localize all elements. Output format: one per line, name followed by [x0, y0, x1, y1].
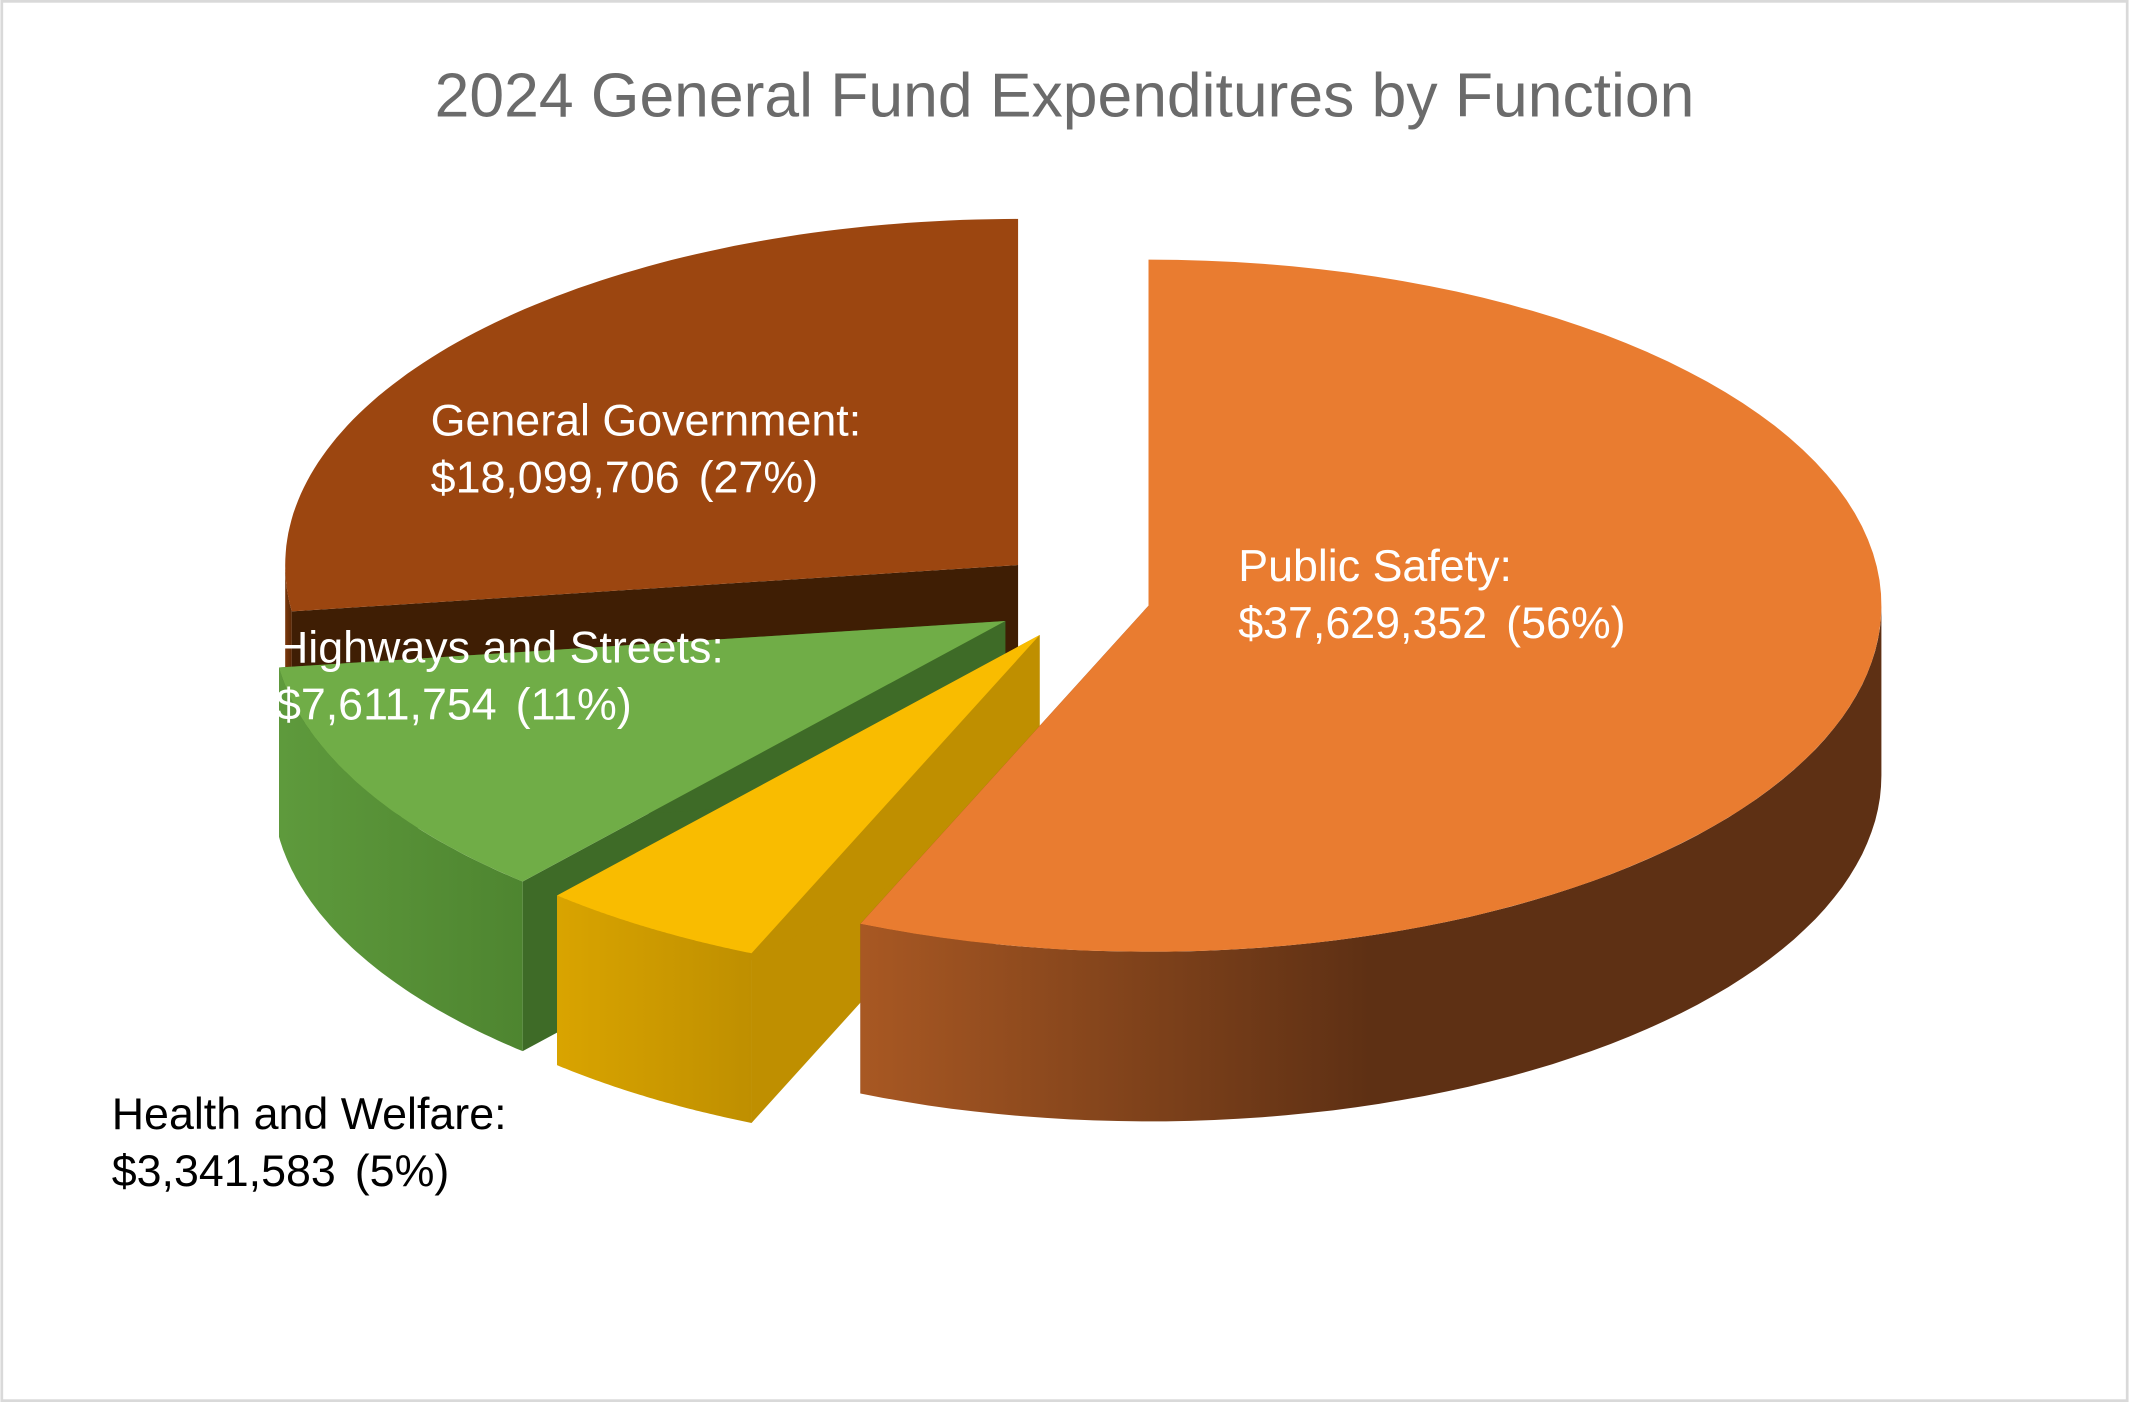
- chart-title: 2024 General Fund Expenditures by Functi…: [435, 61, 1695, 131]
- data-label-health-welfare: Health and Welfare: $3,341,583 (5%): [112, 1089, 507, 1196]
- label-general-government-value: $18,099,706 (27%): [431, 453, 818, 503]
- label-highways-streets-value: $7,611,754 (11%): [276, 679, 632, 729]
- data-label-general-government: General Government: $18,099,706 (27%): [431, 396, 861, 503]
- slice-health-and-welfare: [557, 635, 1040, 1123]
- slice-top-health-and-welfare: [557, 635, 1040, 954]
- slice-top-highways-and-streets: [279, 621, 1006, 882]
- slice-top-general-government: [285, 218, 1019, 612]
- data-label-public-safety: Public Safety: $37,629,352 (56%): [1238, 541, 1625, 648]
- slice-top-public-safety: [860, 259, 1882, 952]
- label-health-welfare-name: Health and Welfare:: [112, 1089, 507, 1139]
- slice-outer-wall-health-and-welfare: [557, 895, 752, 1123]
- label-general-government-name: General Government:: [431, 396, 861, 446]
- data-label-highways-streets: Highways and Streets: $7,611,754 (11%): [276, 622, 724, 729]
- slice-outer-wall-public-safety: [860, 605, 1882, 1122]
- label-health-welfare-value: $3,341,583 (5%): [112, 1146, 450, 1196]
- label-public-safety-value: $37,629,352 (56%): [1238, 598, 1625, 648]
- slice-public-safety: [860, 259, 1882, 1122]
- slice-outer-wall-highways-and-streets: [279, 667, 523, 1052]
- label-highways-streets-name: Highways and Streets:: [276, 622, 724, 672]
- label-public-safety-name: Public Safety:: [1238, 541, 1512, 591]
- slices-group: [279, 218, 1882, 1123]
